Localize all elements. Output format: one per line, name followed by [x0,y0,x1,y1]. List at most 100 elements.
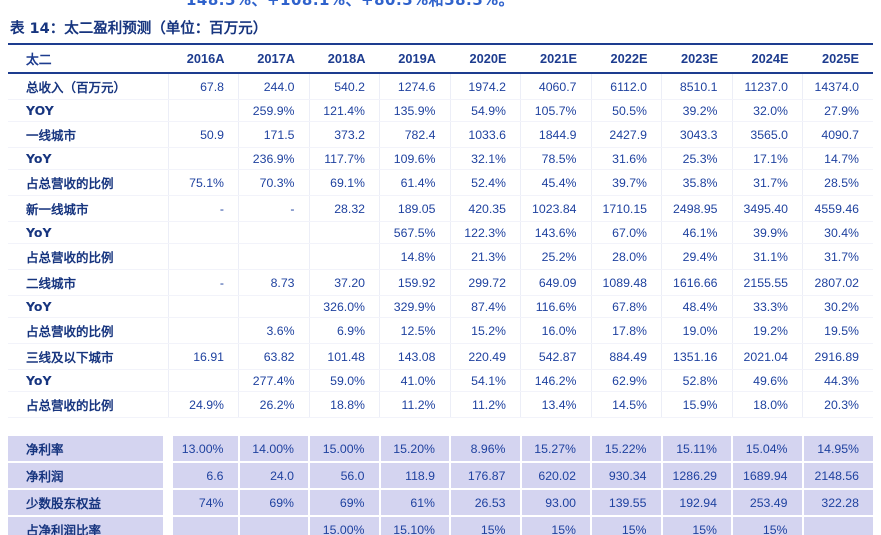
cell-value [238,295,310,318]
cell-value: 118.9 [379,462,451,490]
cell-value: 1710.15 [591,195,662,222]
cell-value: 373.2 [309,121,380,148]
cell-value: 326.0% [309,295,380,318]
table-row: 二线城市 -8.73 37.20 159.92 299.72 649.09 1089.48 1… [8,269,873,296]
cell-value: 15% [661,516,733,535]
row-label: YoY [8,221,169,244]
cell-value: 15% [732,516,804,535]
cell-value: 15% [450,516,522,535]
table-row: 占总营收的比例 75.1% 70.3% 69.1% 61.4% 52.4% 45.4% 39.… [8,169,873,196]
cell-value: 2807.02 [802,269,873,296]
cell-value: 109.6% [379,147,451,170]
cell-value: 11.2% [379,391,451,418]
cell-value [168,295,239,318]
cell-value: 15.22% [591,436,663,463]
cell-value: 78.5% [520,147,592,170]
cell-value: 39.7% [591,169,662,196]
table-row: 占总营收的比例 3.6% 6.9% 12.5% 15.2% 16.0% 17.8% 19.0%… [8,317,873,344]
row-label: YOY [8,99,169,122]
cell-value: 21.3% [450,243,521,270]
cell-value: 54.9% [450,99,521,122]
cell-value: 11.2% [450,391,521,418]
cell-value: 135.9% [379,99,451,122]
cell-value: 259.9% [238,99,310,122]
cell-value: 52.8% [661,369,733,392]
cell-value: 14.7% [802,147,873,170]
cell-value [238,243,310,270]
cell-value: 2021.04 [732,343,803,370]
cell-value: 32.1% [450,147,521,170]
cell-value: 25.3% [661,147,733,170]
table-header: 太二 2016A 2017A 2018A 2019A 2020E 2021E 2… [8,43,873,74]
cell-value: 143.08 [379,343,451,370]
cell-value: 3.6% [238,317,310,344]
cell-value: 299.72 [450,269,521,296]
cell-value: 45.4% [520,169,592,196]
column-header-year: 2025E [802,43,873,74]
cell-value: 1616.66 [661,269,733,296]
cell-value: 20.3% [802,391,873,418]
cell-value: 25.2% [520,243,592,270]
row-label: 一线城市 [8,121,169,148]
cell-value: 24.9% [168,391,239,418]
cell-value: 14.00% [238,436,310,463]
cell-value: 1844.9 [520,121,592,148]
cell-value: 105.7% [520,99,592,122]
row-label: 二线城市 [8,269,169,296]
column-header-year: 2021E [520,43,591,74]
profit-section: 净利率 13.00% 14.00% 15.00% 15.20% 8.96% 15.27% 15… [8,436,873,535]
cell-value: 2916.89 [802,343,873,370]
row-label: 三线及以下城市 [8,343,169,370]
cell-value: 159.92 [379,269,451,296]
cell-value: 30.4% [802,221,873,244]
cell-value: 70.3% [238,169,310,196]
cell-value: 6.9% [309,317,380,344]
cell-value: 15.9% [661,391,733,418]
cell-value: 1089.48 [591,269,662,296]
cell-value: 44.3% [802,369,873,392]
cell-value: 13.00% [168,436,240,463]
profit-forecast-table: 太二 2016A 2017A 2018A 2019A 2020E 2021E 2… [8,43,873,535]
row-label: 占总营收的比例 [8,243,169,270]
cell-value [168,221,239,244]
cell-value: 15.20% [379,436,451,463]
cell-value: 16.91 [168,343,239,370]
cell-value: 146.2% [520,369,592,392]
cell-value [238,516,310,535]
cell-value: 542.87 [520,343,592,370]
cell-value [168,243,239,270]
cell-value: 4559.46 [802,195,873,222]
row-label: YoY [8,295,169,318]
cell-value: 39.2% [661,99,733,122]
row-label: 净利润 [8,462,173,490]
cell-value: 18.0% [732,391,803,418]
column-header-year: 2022E [591,43,662,74]
cell-value: 15% [591,516,663,535]
row-label: 占总营收的比例 [8,169,169,196]
cell-value: 420.35 [450,195,521,222]
cell-value: 15.27% [520,436,592,463]
cell-value: 35.8% [661,169,733,196]
cell-value: 14.5% [591,391,662,418]
cell-value: 15.04% [732,436,804,463]
cell-value [802,516,873,535]
table-row: YoY 326.0% 329.9% 87.4% 116.6% 67.8% 48.4% 33.3… [8,295,873,318]
cell-value: 8.96% [450,436,522,463]
cell-value: 12.5% [379,317,451,344]
cell-value: 236.9% [238,147,310,170]
spacer-cell [8,418,873,437]
cell-value: 87.4% [450,295,521,318]
cell-value: 31.7% [802,243,873,270]
cell-value: 2148.56 [802,462,873,490]
cell-value: 1274.6 [379,73,451,100]
cell-value: 14.8% [379,243,451,270]
cell-value: 143.6% [520,221,592,244]
cell-value: 93.00 [520,489,592,517]
cell-value: 41.0% [379,369,451,392]
table-row: YoY 567.5% 122.3% 143.6% 67.0% 46.1% 39.9% 30.4… [8,221,873,244]
cell-value: 122.3% [450,221,521,244]
cell-value: 322.28 [802,489,873,517]
row-label: 占净利润比率 [8,516,173,535]
table-row: 净利率 13.00% 14.00% 15.00% 15.20% 8.96% 15.27% 15… [8,436,873,463]
cell-value: 50.9 [168,121,239,148]
